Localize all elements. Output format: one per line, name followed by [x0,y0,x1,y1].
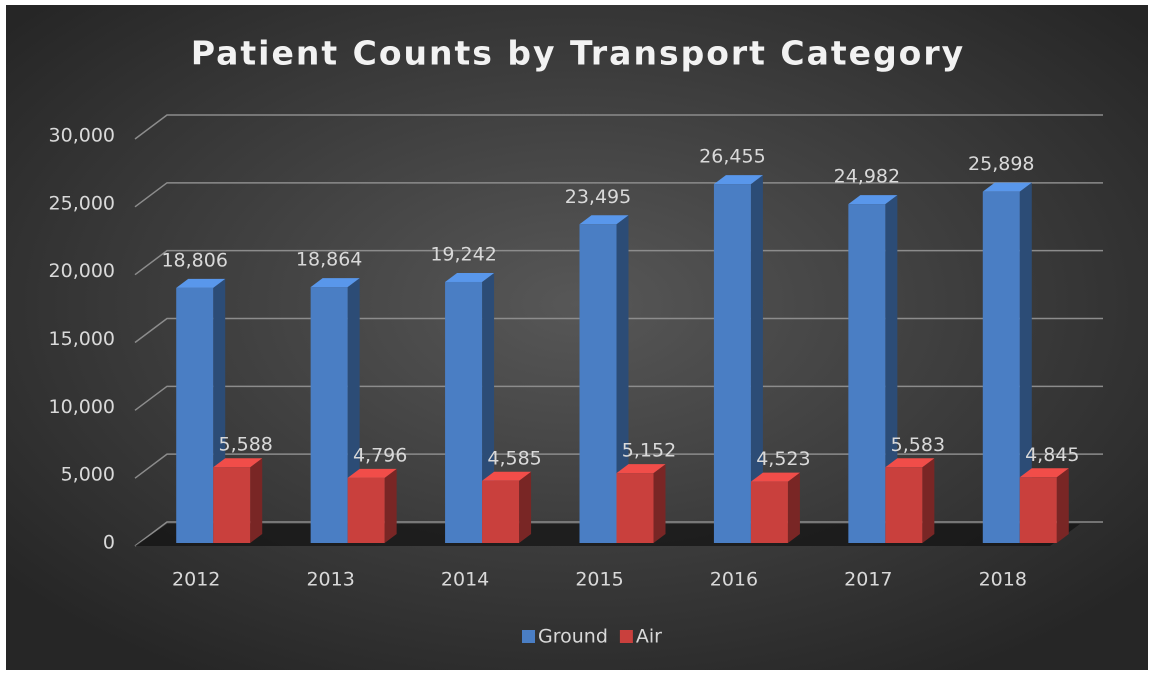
x-tick-label: 2017 [844,569,892,591]
bar-top [982,182,1032,192]
bar [310,287,348,543]
chart-title: Patient Counts by Transport Category [191,34,965,73]
bar-side [616,215,629,543]
grid-line [134,249,1103,276]
data-label: 23,495 [565,186,631,208]
legend-label: Air [636,626,662,648]
bar-top [1019,468,1069,478]
bar [885,467,923,543]
data-label: 25,898 [968,153,1034,175]
data-label: 18,806 [161,249,227,271]
bar-top [579,215,629,225]
x-tick-label: 2016 [710,569,758,591]
y-tick-label: 30,000 [49,125,115,147]
data-label: 5,152 [622,440,676,462]
bar-side [885,195,898,544]
bar [176,287,214,543]
bar-side [519,471,532,543]
bar [713,184,751,544]
bar-top [445,272,495,282]
data-label: 26,455 [699,146,765,168]
bar [579,224,617,543]
y-tick-label: 5,000 [61,464,115,486]
bar [848,204,886,544]
grid-line [134,385,1103,411]
bar [982,191,1020,544]
bar-side [250,458,263,543]
bar [445,281,483,543]
bar-top [750,472,800,482]
bar-top [848,195,898,205]
bar-top [176,278,226,288]
data-label: 4,585 [487,447,541,469]
bar [1019,477,1057,543]
data-label: 4,845 [1025,444,1079,466]
y-tick-label: 25,000 [49,192,115,214]
grid-line [134,114,1103,140]
bar-top [310,278,360,288]
bar [213,467,251,543]
grid-line [134,453,1103,479]
bar-top [213,458,263,468]
bar-top [347,468,397,478]
bar-side [1019,182,1032,544]
bar-side [787,472,800,543]
grid-line [134,317,1103,344]
bar-side [750,175,763,544]
legend-swatch [619,630,633,643]
bar-side [653,464,666,543]
data-label: 18,864 [296,249,362,271]
bar-top [885,458,935,468]
bar-side [384,468,397,543]
x-tick-label: 2013 [306,569,354,591]
legend-label: Ground [538,626,608,648]
bar [750,481,788,543]
bar [616,473,654,543]
data-label: 5,583 [891,434,945,456]
data-label: 5,588 [219,434,273,456]
grid-line [134,182,1103,208]
y-tick-label: 20,000 [49,260,115,282]
y-tick-label: 10,000 [49,396,115,418]
data-label: 19,242 [430,243,496,265]
bar-top [482,471,532,481]
x-tick-label: 2018 [979,569,1027,591]
bar [347,477,385,543]
data-label: 4,523 [756,448,810,470]
y-tick-label: 0 [103,532,115,554]
bar-top [616,464,666,474]
x-tick-label: 2015 [575,569,623,591]
y-tick-label: 15,000 [49,328,115,350]
bar-side [922,458,935,543]
data-label: 4,796 [353,444,407,466]
legend-swatch [522,630,535,643]
bar [482,480,520,543]
bar-side [1056,468,1069,543]
data-label: 24,982 [834,166,900,188]
x-tick-label: 2014 [441,569,489,591]
x-tick-label: 2012 [172,569,220,591]
bar-top [713,175,763,185]
